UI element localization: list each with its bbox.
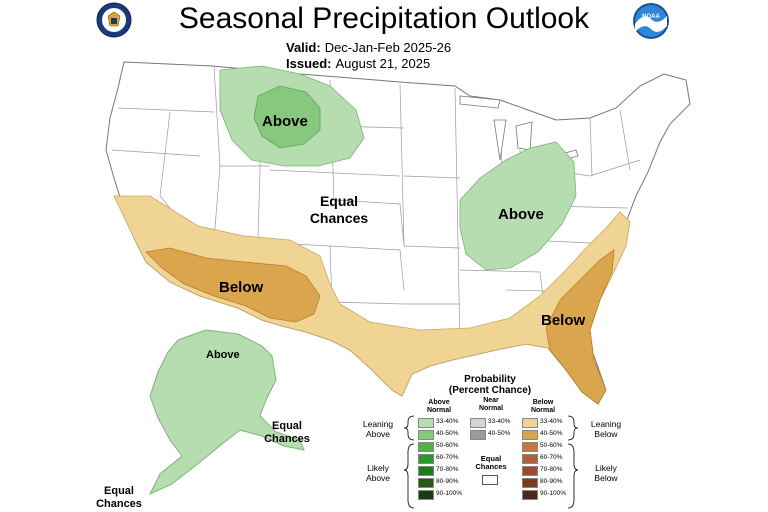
valid-value: Dec-Jan-Feb 2025-26 (324, 40, 452, 55)
legend-near-header: Near Normal (470, 397, 512, 413)
legend-above-range: 80-90% (436, 478, 459, 485)
valid-label: Valid: (286, 40, 321, 55)
legend-above-brackets (403, 415, 415, 509)
great-lakes (459, 95, 579, 167)
legend-likely-below-1: Likely (595, 463, 617, 473)
legend-below-swatch (522, 490, 538, 500)
legend-below-range: 60-70% (540, 454, 563, 461)
legend-below-swatch (522, 466, 538, 476)
legend-above-range: 50-60% (436, 442, 459, 449)
legend-near-header-1: Near (483, 397, 499, 404)
legend-equal-2: Chances (475, 462, 507, 471)
label-alaska-above: Above (206, 349, 240, 361)
above-33-40-east (459, 141, 577, 271)
legend-above-header-1: Above (428, 399, 450, 406)
legend-leaning-above-1: Leaning (362, 419, 394, 429)
issued-value: August 21, 2025 (335, 56, 431, 71)
legend-above-swatch (418, 418, 434, 428)
legend-above-swatch (418, 466, 434, 476)
legend-likely-below: Likely Below (584, 463, 628, 483)
legend-below-range: 50-60% (540, 442, 563, 449)
legend-below-range: 80-90% (540, 478, 563, 485)
alaska-above-region (148, 329, 305, 496)
legend-above-swatch (418, 430, 434, 440)
legend-above-header: Above Normal (418, 399, 460, 415)
below-40-50-southeast (545, 249, 615, 405)
issued-label: Issued: (286, 56, 332, 71)
legend-above-header-2: Normal (426, 407, 452, 414)
legend-leaning-below-1: Leaning (590, 419, 622, 429)
legend-equal-swatch (482, 475, 498, 485)
legend-likely-below-2: Below (594, 473, 618, 483)
legend-above-swatch (418, 478, 434, 488)
label-equal-chances: Equal Chances (305, 193, 373, 227)
legend-above-range: 60-70% (436, 454, 459, 461)
legend-above-swatch (418, 454, 434, 464)
legend-near-range: 33-40% (488, 418, 511, 425)
legend-likely-above: Likely Above (356, 463, 400, 483)
legend-title-line1: Probability (464, 374, 516, 385)
label-offshore-equal-line2: Chances (96, 498, 142, 510)
legend-above-swatch (418, 442, 434, 452)
label-below-southeast: Below (541, 312, 586, 329)
legend-below-header: Below Normal (522, 399, 564, 415)
legend-above-range: 33-40% (436, 418, 459, 425)
page-title: Seasonal Precipitation Outlook (178, 2, 590, 35)
label-offshore-equal: Equal Chances (90, 485, 148, 511)
below-40-50-southwest (145, 247, 321, 323)
legend-below-swatch (522, 454, 538, 464)
legend-above-range: 40-50% (436, 430, 459, 437)
label-above-north: Above (262, 113, 308, 130)
legend-below-range: 40-50% (540, 430, 563, 437)
above-40-50-north (253, 85, 321, 149)
label-alaska-equal-line1: Equal (272, 420, 302, 432)
legend-below-range: 33-40% (540, 418, 563, 425)
label-equal-chances-line2: Chances (309, 210, 369, 226)
legend-equal-chances: Equal Chances (470, 455, 512, 471)
legend-likely-above-2: Above (365, 473, 391, 483)
legend-above-range: 90-100% (436, 490, 463, 497)
legend-leaning-below: Leaning Below (584, 419, 628, 439)
legend-near-swatch (470, 418, 486, 428)
label-below-southwest: Below (219, 279, 264, 296)
label-above-east: Above (498, 206, 544, 223)
legend-above-swatch (418, 490, 434, 500)
label-offshore-equal-line1: Equal (104, 485, 134, 497)
legend-near-header-2: Normal (478, 405, 504, 412)
label-alaska-equal-line2: Chances (264, 433, 310, 445)
legend-below-header-2: Normal (530, 407, 556, 414)
svg-text:NOAA: NOAA (642, 14, 660, 20)
legend-leaning-above-2: Above (365, 429, 391, 439)
label-alaska-equal: Equal Chances (254, 420, 320, 446)
legend-below-swatch (522, 418, 538, 428)
legend-below-range: 70-80% (540, 466, 563, 473)
legend-likely-above-1: Likely (367, 463, 389, 473)
legend-below-brackets (567, 415, 579, 509)
legend-leaning-above: Leaning Above (356, 419, 400, 439)
legend-near-range: 40-50% (488, 430, 511, 437)
legend-below-swatch (522, 430, 538, 440)
legend-title-line2: (Percent Chance) (448, 385, 532, 396)
legend-above-range: 70-80% (436, 466, 459, 473)
legend-near-swatch (470, 430, 486, 440)
legend-below-swatch (522, 478, 538, 488)
legend-below-swatch (522, 442, 538, 452)
label-equal-chances-line1: Equal (319, 193, 359, 209)
doc-seal-icon (96, 2, 132, 38)
legend-equal-1: Equal (480, 454, 502, 463)
legend-leaning-below-2: Below (594, 429, 618, 439)
legend-below-range: 90-100% (540, 490, 567, 497)
legend-below-header-1: Below (532, 399, 554, 406)
valid-row: Valid: Dec-Jan-Feb 2025-26 (286, 40, 451, 55)
noaa-logo-icon: NOAA (633, 3, 669, 39)
legend-title: Probability (Percent Chance) (432, 374, 548, 396)
issued-row: Issued: August 21, 2025 (286, 56, 430, 71)
